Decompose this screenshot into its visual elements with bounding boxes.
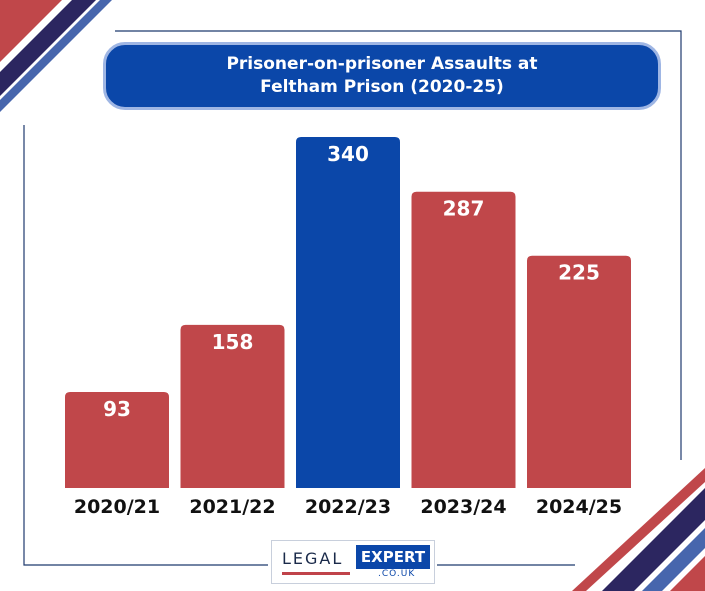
- corner-stripes-top-left: [0, 0, 112, 112]
- bar-2023-24: [411, 191, 516, 488]
- category-label-2022-23: 2022/23: [305, 496, 391, 518]
- category-label-2020-21: 2020/21: [74, 496, 160, 518]
- corner-stripes-bottom-right: [572, 468, 705, 591]
- value-label-2020-21: 93: [103, 397, 131, 421]
- chart-title-line-2: Feltham Prison (2020-25): [260, 77, 504, 97]
- logo-legal-text: LEGAL: [282, 549, 344, 568]
- value-labels-group: 93 158 340 287 225: [103, 142, 600, 421]
- chart-title: Prisoner-on-prisoner Assaults at Feltham…: [103, 42, 661, 110]
- bar-2022-23: [296, 137, 400, 488]
- category-label-2024-25: 2024/25: [536, 496, 622, 518]
- bar-2020-21: [65, 391, 169, 488]
- category-label-2023-24: 2023/24: [420, 496, 506, 518]
- value-label-2022-23: 340: [327, 142, 369, 166]
- logo-expert-text: EXPERT: [356, 545, 430, 569]
- bar-2024-25: [527, 255, 631, 488]
- value-label-2023-24: 287: [443, 197, 485, 221]
- value-label-2024-25: 225: [558, 261, 600, 285]
- bars-group: [65, 137, 631, 488]
- logo-domain-text: .CO.UK: [378, 569, 416, 579]
- frame-lines: [23, 30, 682, 566]
- category-label-2021-22: 2021/22: [189, 496, 275, 518]
- legal-expert-logo: LEGAL EXPERT .CO.UK: [271, 540, 435, 584]
- bar-2021-22: [180, 324, 285, 488]
- category-labels-group: 2020/21 2021/22 2022/23 2023/24 2024/25: [74, 496, 622, 518]
- logo-underline: [282, 572, 350, 575]
- chart-title-line-1: Prisoner-on-prisoner Assaults at: [226, 54, 538, 74]
- value-label-2021-22: 158: [212, 330, 254, 354]
